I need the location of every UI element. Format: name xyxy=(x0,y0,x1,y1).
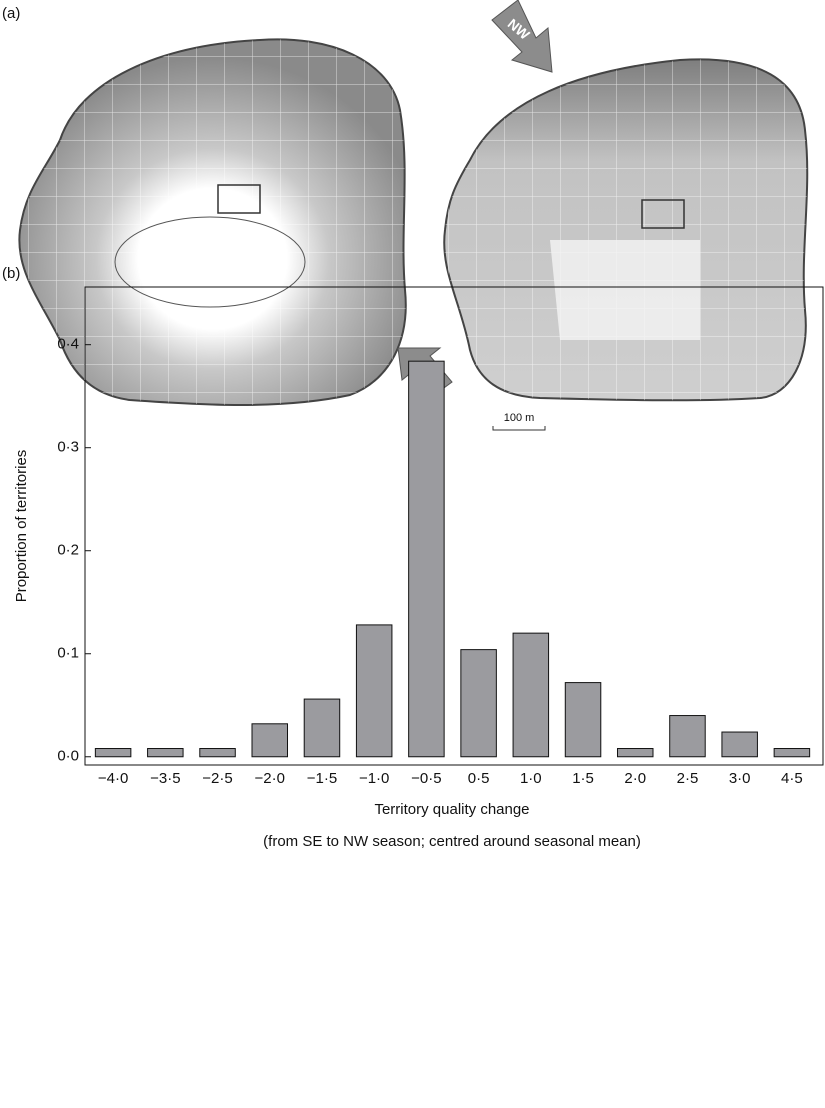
x-tick-label: −2·0 xyxy=(255,770,285,787)
scale-bar xyxy=(492,426,546,431)
x-tick-label: −0·5 xyxy=(411,770,441,787)
x-tick-label: −1·0 xyxy=(359,770,389,787)
y-tick-label: 0·2 xyxy=(57,542,79,559)
arrow-shape xyxy=(491,0,553,73)
bar xyxy=(512,632,550,758)
x-axis-label: Territory quality change xyxy=(374,801,529,818)
y-tick-label: 0·0 xyxy=(57,748,79,765)
map-box xyxy=(217,184,261,214)
bar xyxy=(669,715,706,758)
x-tick-label: −1·5 xyxy=(307,770,337,787)
bar xyxy=(303,698,341,758)
bar xyxy=(721,731,758,758)
x-tick-label: −2·5 xyxy=(202,770,232,787)
x-tick-label: 1·0 xyxy=(520,770,542,787)
bar xyxy=(773,748,811,758)
map-road xyxy=(114,216,306,308)
plot-frame xyxy=(84,286,824,766)
bar xyxy=(616,748,654,758)
x-tick-label: 0·5 xyxy=(468,770,490,787)
bar xyxy=(355,624,393,758)
map-grid xyxy=(19,39,406,406)
map-open-area xyxy=(550,240,700,340)
x-axis-sublabel: (from SE to NW season; centred around se… xyxy=(263,833,641,850)
bar xyxy=(251,723,289,758)
bar xyxy=(408,360,445,758)
x-tick-label: 2·5 xyxy=(677,770,699,787)
scale-label: 100 m xyxy=(504,412,535,424)
bar xyxy=(564,682,602,758)
x-tick-label: 4·5 xyxy=(781,770,803,787)
map-se xyxy=(18,38,407,406)
y-tick-label: 0·1 xyxy=(57,645,79,662)
bar xyxy=(94,748,132,758)
x-tick-label: 2·0 xyxy=(624,770,646,787)
panel-label: (a) xyxy=(2,5,20,22)
x-tick-label: 3·0 xyxy=(729,770,751,787)
arrow-nw: NW xyxy=(491,0,553,73)
panel-label: (b) xyxy=(2,265,20,282)
y-axis-label: Proportion of territories xyxy=(13,450,30,603)
map-box xyxy=(641,199,685,229)
x-tick-label: 1·5 xyxy=(572,770,594,787)
y-tick-label: 0·3 xyxy=(57,439,79,456)
y-tick-label: 0·4 xyxy=(57,336,79,353)
map-nw xyxy=(443,58,809,402)
map-grid xyxy=(444,59,808,401)
bar xyxy=(460,649,497,758)
bar xyxy=(199,748,236,758)
bar xyxy=(147,748,184,758)
x-tick-label: −3·5 xyxy=(150,770,180,787)
x-tick-label: −4·0 xyxy=(98,770,128,787)
